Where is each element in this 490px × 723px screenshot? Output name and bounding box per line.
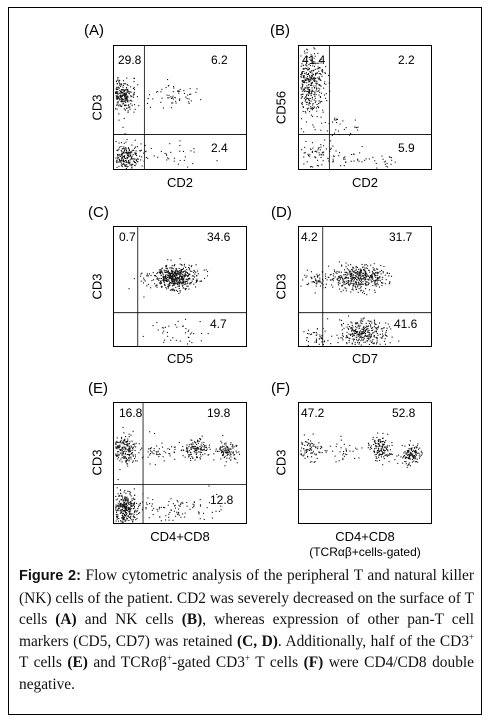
quadrant-ul-a: 29.8 <box>118 53 142 67</box>
y-axis-label-e: CD3 <box>89 449 105 476</box>
y-axis-label-b: CD56 <box>273 90 289 125</box>
x-axis-sublabel-f: (TCRαβ+cells-gated) <box>309 545 421 559</box>
caption-text: -gated CD3 <box>171 654 245 671</box>
caption-text: . Additionally, half of the CD3 <box>277 632 469 650</box>
y-axis-label-c: CD3 <box>89 273 105 300</box>
quadrant-ul-e: 16.8 <box>119 406 143 420</box>
panel-label-f: (F) <box>271 380 291 397</box>
figure-caption: Figure 2: Flow cytometric analysis of th… <box>19 565 474 695</box>
dot-plot-e <box>113 402 247 524</box>
caption-text: T cells <box>19 654 68 671</box>
dot-cloud <box>299 46 431 169</box>
quadrant-ur-d: 31.7 <box>389 230 413 244</box>
dot-cloud <box>114 46 246 169</box>
x-axis-label-d: CD7 <box>351 351 378 366</box>
panel-label-c: (C) <box>88 204 109 221</box>
x-axis-label-f: CD4+CD8 <box>335 529 395 544</box>
quadrant-ur-e: 19.8 <box>207 406 231 420</box>
dot-plot-b <box>298 45 432 170</box>
caption-text: and NK cells <box>76 611 182 628</box>
caption-text: and TCRσβ <box>87 654 167 671</box>
quadrant-ul-f: 47.2 <box>301 406 325 420</box>
quadrant-lr-b: 5.9 <box>398 141 415 155</box>
caption-text: , whereas expression of other pan-T cell… <box>19 611 474 650</box>
caption-text: were CD4/CD8 double negative. <box>19 654 474 693</box>
caption-ref-a: (A) <box>55 611 77 628</box>
caption-ref-f: (F) <box>303 654 324 671</box>
caption-ref-b: (B) <box>181 611 203 628</box>
quadrant-ur-f: 52.8 <box>392 406 416 420</box>
caption-superscript: + <box>166 652 172 663</box>
caption-ref-e: (E) <box>67 654 88 671</box>
dot-cloud <box>299 432 431 490</box>
dot-cloud <box>114 227 246 346</box>
quadrant-ur-a: 6.2 <box>211 53 228 67</box>
quadrant-ul-c: 0.7 <box>119 230 136 244</box>
quadrant-lr-a: 2.4 <box>211 141 228 155</box>
panel-label-e: (E) <box>88 380 108 397</box>
dot-plot-f <box>298 402 432 524</box>
x-axis-label-e: CD4+CD8 <box>150 529 210 544</box>
dot-plot-c <box>113 226 247 347</box>
dot-cloud <box>114 403 246 523</box>
x-axis-label-c: CD5 <box>166 351 193 366</box>
caption-text: Flow cytometric analysis of the peripher… <box>19 567 474 628</box>
caption-superscript: + <box>244 652 251 663</box>
quadrant-ul-d: 4.2 <box>301 230 318 244</box>
caption-ref-cd: (C, D) <box>237 632 278 650</box>
x-axis-label-b: CD2 <box>351 175 378 190</box>
panel-label-d: (D) <box>271 204 292 221</box>
quadrant-lr-c: 4.7 <box>210 317 227 331</box>
y-axis-label-f: CD3 <box>273 449 289 476</box>
dot-plot-d <box>298 226 432 347</box>
quadrant-lr-e: 12.8 <box>210 493 234 507</box>
quadrant-ur-b: 2.2 <box>398 53 415 67</box>
panel-label-b: (B) <box>270 22 290 39</box>
x-axis-label-a: CD2 <box>166 175 193 190</box>
y-axis-label-a: CD3 <box>89 94 105 121</box>
quadrant-ur-c: 34.6 <box>207 230 231 244</box>
quadrant-lr-d: 41.6 <box>394 317 418 331</box>
panel-label-a: (A) <box>84 22 104 39</box>
caption-superscript: + <box>468 631 474 642</box>
dot-cloud <box>299 227 431 346</box>
figure-label: Figure 2: <box>19 568 81 584</box>
quadrant-ul-b: 41.4 <box>302 53 326 67</box>
y-axis-label-d: CD3 <box>273 273 289 300</box>
dot-plot-a <box>113 45 247 170</box>
caption-text: T cells <box>250 654 304 671</box>
